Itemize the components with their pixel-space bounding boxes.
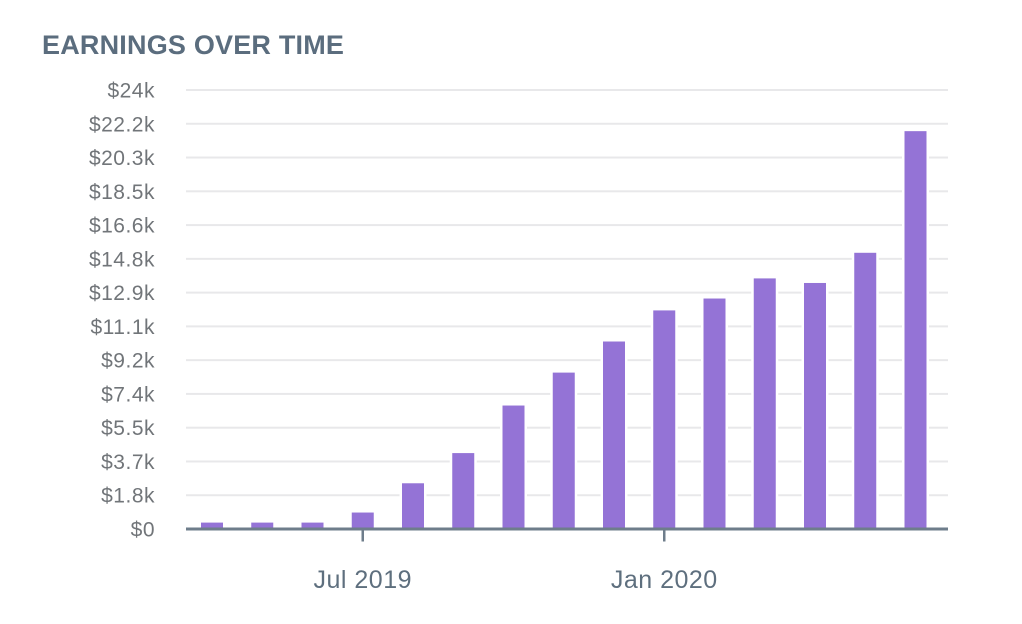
bar-apr-2019[interactable] bbox=[201, 522, 223, 529]
gridline bbox=[186, 156, 948, 159]
bar-jun-2020[interactable] bbox=[904, 131, 927, 529]
y-axis-tick-label: $12.9k bbox=[89, 282, 155, 305]
bar-jan-2020[interactable] bbox=[653, 310, 676, 529]
bar-may-2019[interactable] bbox=[251, 522, 274, 529]
y-axis-tick-label: $18.5k bbox=[89, 181, 155, 204]
x-axis-tick-label: Jul 2019 bbox=[313, 566, 412, 594]
gridline bbox=[186, 190, 948, 193]
bar-sep-2019[interactable] bbox=[452, 453, 475, 529]
gridline bbox=[186, 257, 948, 260]
x-axis-line bbox=[186, 527, 948, 531]
y-axis-tick-label: $1.8k bbox=[101, 485, 155, 508]
y-axis-tick-label: $11.1k bbox=[91, 316, 156, 339]
bar-aug-2019[interactable] bbox=[402, 483, 424, 529]
bar-oct-2019[interactable] bbox=[502, 405, 525, 529]
gridline bbox=[186, 359, 948, 362]
gridline bbox=[186, 89, 948, 91]
y-axis-tick-label: $20.3k bbox=[89, 147, 155, 170]
x-axis-tick bbox=[361, 530, 364, 542]
bar-apr-2020[interactable] bbox=[804, 282, 826, 529]
bar-may-2020[interactable] bbox=[854, 252, 877, 529]
x-axis-tick-label: Jan 2020 bbox=[611, 566, 718, 594]
bar-feb-2020[interactable] bbox=[703, 298, 726, 529]
gridline bbox=[186, 122, 948, 125]
bar-jul-2019[interactable] bbox=[351, 512, 374, 529]
y-axis-tick-label: $16.6k bbox=[89, 215, 155, 238]
bar-mar-2020[interactable] bbox=[753, 278, 776, 529]
y-axis-tick-label: $9.2k bbox=[101, 350, 155, 373]
bar-nov-2019[interactable] bbox=[552, 372, 575, 529]
chart-title: EARNINGS OVER TIME bbox=[42, 30, 345, 60]
y-axis-tick-label: $14.8k bbox=[89, 248, 155, 271]
gridline bbox=[186, 291, 948, 294]
y-axis-tick-label: $3.7k bbox=[101, 451, 155, 474]
x-axis-tick bbox=[663, 530, 666, 542]
y-axis-tick-label: $24k bbox=[107, 80, 155, 103]
gridline bbox=[186, 325, 948, 328]
bar-dec-2019[interactable] bbox=[603, 341, 625, 529]
y-axis-tick-label: $5.5k bbox=[101, 417, 155, 440]
bar-jun-2019[interactable] bbox=[301, 522, 324, 529]
gridline bbox=[186, 224, 948, 227]
y-axis-tick-label: $22.2k bbox=[89, 113, 155, 136]
y-axis-tick-label: $0 bbox=[131, 519, 155, 542]
y-axis-tick-label: $7.4k bbox=[101, 383, 155, 406]
